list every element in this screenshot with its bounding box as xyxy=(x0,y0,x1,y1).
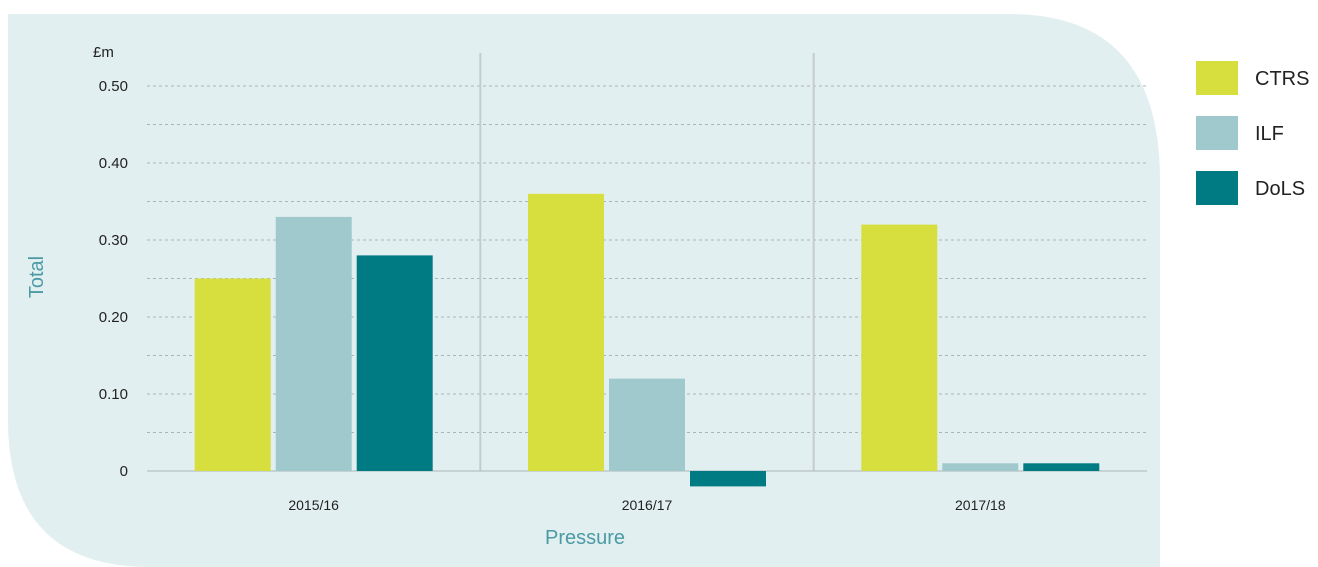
legend: CTRS ILF DoLS xyxy=(1196,61,1309,205)
y-axis-ticks: 0 0.10 0.20 0.30 0.40 0.50 xyxy=(99,78,128,480)
x-axis-title: Pressure xyxy=(545,527,625,549)
legend-label-ctrs: CTRS xyxy=(1255,68,1309,90)
y-tick-label: 0.40 xyxy=(99,155,128,172)
y-tick-label: 0.30 xyxy=(99,232,128,249)
bar-ilf-2017-18 xyxy=(942,463,1019,471)
y-axis-title: Total xyxy=(26,256,48,298)
bar-ctrs-2017-18 xyxy=(861,224,938,471)
bar-dols-2015-16 xyxy=(356,255,433,471)
x-category-label: 2017/18 xyxy=(955,497,1006,513)
bar-ilf-2016-17 xyxy=(609,378,685,471)
bar-dols-2017-18 xyxy=(1023,463,1100,471)
bars xyxy=(194,193,1100,487)
category-dividers xyxy=(479,53,815,471)
legend-label-ilf: ILF xyxy=(1255,123,1284,145)
unit-label: £m xyxy=(93,44,114,61)
x-category-label: 2016/17 xyxy=(622,497,673,513)
y-tick-label: 0.50 xyxy=(99,78,128,95)
legend-swatch-ilf xyxy=(1196,116,1238,150)
bar-ilf-2015-16 xyxy=(275,216,352,471)
y-tick-label: 0.10 xyxy=(99,386,128,403)
y-tick-label: 0 xyxy=(120,463,128,480)
legend-swatch-ctrs xyxy=(1196,61,1238,95)
x-category-label: 2015/16 xyxy=(288,497,339,513)
legend-swatch-dols xyxy=(1196,171,1238,205)
x-axis-categories: 2015/16 2016/17 2017/18 xyxy=(288,497,1005,513)
bar-ctrs-2016-17 xyxy=(528,193,604,472)
bar-ctrs-2015-16 xyxy=(194,278,271,471)
bar-dols-2016-17 xyxy=(690,471,766,487)
legend-label-dols: DoLS xyxy=(1255,178,1305,200)
y-tick-label: 0.20 xyxy=(99,309,128,326)
